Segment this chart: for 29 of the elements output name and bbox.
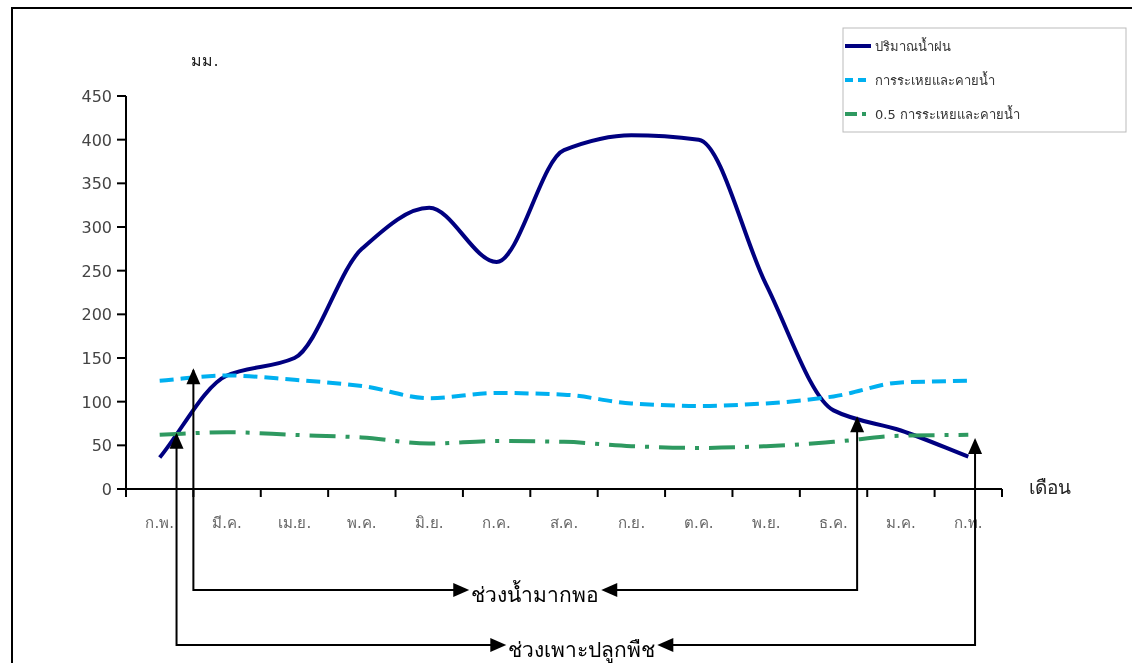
- text: ช่วงเพาะปลูกพืช: [508, 638, 656, 663]
- y-tick-label: 450: [81, 87, 112, 106]
- legend-label: 0.5 การระเหยและคายน้ำ: [875, 105, 1020, 122]
- x-tick-label: ก.ย.: [617, 514, 646, 532]
- y-tick-label: 0: [101, 480, 112, 499]
- y-tick-label: 400: [81, 130, 112, 150]
- y-tick-label: 300: [81, 218, 112, 237]
- x-tick-label: ก.พ.: [145, 514, 174, 532]
- x-tick-label: ธ.ค.: [819, 514, 848, 532]
- x-tick-label: ต.ค.: [684, 514, 714, 532]
- text: ช่วงน้ำมากพอ: [471, 580, 600, 607]
- x-tick-label: ส.ค.: [549, 514, 579, 532]
- x-tick-label: พ.ย.: [751, 514, 781, 532]
- legend-label: การระเหยและคายน้ำ: [875, 71, 995, 88]
- y-tick-label: 250: [81, 261, 112, 281]
- x-tick-label: เม.ย.: [277, 514, 312, 532]
- x-tick-label: พ.ค.: [347, 514, 377, 532]
- y-tick-label: 350: [81, 174, 112, 194]
- y-tick-label: 200: [81, 305, 112, 325]
- y-axis-title: มม.: [191, 51, 219, 70]
- x-tick-label: ก.ค.: [482, 514, 511, 532]
- x-tick-label: ม.ค.: [886, 514, 916, 532]
- y-tick-label: 50: [91, 436, 112, 456]
- y-tick-label: 150: [81, 349, 112, 368]
- x-tick-label: มิ.ย.: [414, 514, 444, 532]
- legend-label: ปริมาณน้ำฝน: [875, 37, 951, 54]
- y-tick-label: 100: [81, 392, 112, 412]
- x-axis-title: เดือน: [1029, 476, 1071, 498]
- x-tick-label: มี.ค.: [212, 514, 242, 532]
